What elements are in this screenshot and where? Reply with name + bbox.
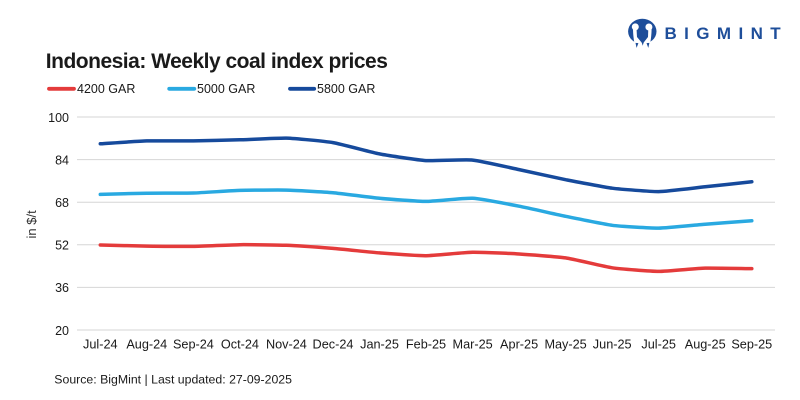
svg-text:Nov-24: Nov-24 [266,338,307,352]
svg-text:Aug-24: Aug-24 [126,338,167,352]
svg-text:Jun-25: Jun-25 [593,338,632,352]
svg-text:5800 GAR: 5800 GAR [317,82,375,96]
svg-text:100: 100 [48,111,69,125]
svg-text:Apr-25: Apr-25 [500,338,538,352]
svg-text:Dec-24: Dec-24 [313,338,354,352]
svg-text:4200 GAR: 4200 GAR [77,82,135,96]
svg-text:52: 52 [55,239,69,253]
svg-text:Indonesia: Weekly coal index p: Indonesia: Weekly coal index prices [46,50,388,73]
svg-text:68: 68 [55,196,69,210]
svg-text:20: 20 [55,324,69,338]
svg-text:Sep-25: Sep-25 [731,338,772,352]
svg-text:Oct-24: Oct-24 [221,338,259,352]
svg-text:5000 GAR: 5000 GAR [197,82,255,96]
svg-text:36: 36 [55,281,69,295]
svg-text:in $/t: in $/t [24,210,39,239]
svg-text:Feb-25: Feb-25 [406,338,446,352]
svg-text:BIGMINT: BIGMINT [665,24,789,43]
svg-text:Jan-25: Jan-25 [360,338,399,352]
svg-text:May-25: May-25 [544,338,586,352]
svg-text:Source: BigMint | Last updated: Source: BigMint | Last updated: 27-09-20… [54,373,292,387]
svg-text:Aug-25: Aug-25 [685,338,726,352]
svg-text:Sep-24: Sep-24 [173,338,214,352]
svg-text:Jul-24: Jul-24 [83,338,118,352]
svg-text:Jul-25: Jul-25 [641,338,676,352]
svg-text:Mar-25: Mar-25 [453,338,493,352]
svg-text:84: 84 [55,153,69,167]
